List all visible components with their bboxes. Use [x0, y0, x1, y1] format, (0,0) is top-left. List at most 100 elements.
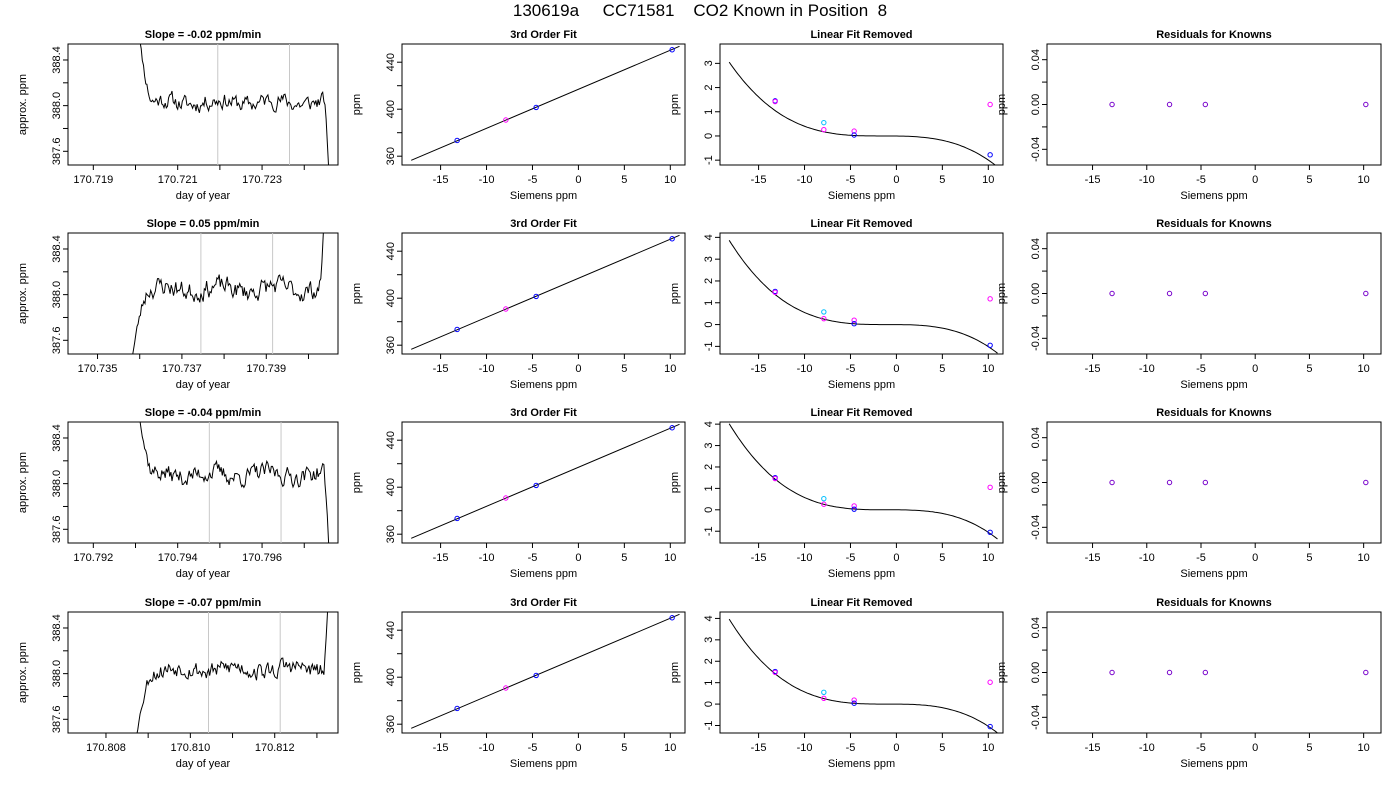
x-tick-label: -10	[1139, 742, 1155, 754]
x-tick-label: -10	[1139, 363, 1155, 375]
plot-frame	[67, 232, 339, 355]
x-tick-label: 5	[939, 742, 945, 754]
chart-panel-1-1: 3rd Order Fit -15 -10 -5 0 5 10 360 400 440 Siemen…	[351, 218, 686, 391]
y-axis-label: ppm	[996, 662, 1008, 683]
data-point	[851, 128, 857, 134]
x-tick-label: 170.723	[242, 174, 282, 186]
x-tick-label: -15	[433, 363, 449, 375]
plot-area	[132, 233, 324, 354]
x-tick-label: 170.812	[255, 742, 295, 754]
x-tick-label: -10	[797, 174, 813, 186]
x-tick-label: 0	[575, 552, 581, 564]
x-tick-label: 5	[1306, 742, 1312, 754]
x-tick-label: 0	[575, 742, 581, 754]
x-tick-label: 170.719	[73, 174, 113, 186]
y-tick-label: -1	[703, 155, 715, 165]
cubic-fit-curve	[728, 61, 996, 165]
x-tick-label: -15	[1085, 552, 1101, 564]
y-tick-label: 400	[385, 289, 397, 307]
y-tick-label: 0.00	[1030, 472, 1042, 493]
plot-frame	[719, 421, 1004, 544]
x-axis-label: Siemens ppm	[510, 568, 577, 580]
y-tick-label: 388.4	[51, 614, 63, 642]
data-point	[851, 503, 857, 509]
x-tick-label: 10	[982, 363, 994, 375]
x-tick-label: 170.810	[170, 742, 210, 754]
x-tick-label: 10	[664, 363, 676, 375]
plot-frame	[719, 43, 1004, 166]
y-tick-label: 2	[703, 84, 715, 90]
data-point	[669, 47, 675, 53]
data-point	[851, 697, 857, 703]
y-axis-label: ppm	[351, 472, 363, 493]
y-tick-label: 0	[703, 133, 715, 139]
data-point	[1109, 669, 1115, 676]
plot-area	[728, 618, 998, 733]
chart-panel-2-1: 3rd Order Fit -15 -10 -5 0 5 10 360 400 440 Siemen…	[351, 407, 686, 580]
x-tick-label: -5	[1196, 552, 1206, 564]
x-axis-label: Siemens ppm	[510, 758, 577, 770]
data-point	[821, 689, 827, 696]
y-tick-label: 400	[385, 100, 397, 118]
y-tick-label: 388.0	[51, 281, 63, 309]
y-tick-label: 440	[385, 621, 397, 639]
data-point	[772, 475, 778, 482]
y-tick-label: 2	[703, 278, 715, 284]
plot-area	[728, 61, 996, 165]
cubic-fit-curve	[728, 618, 998, 733]
x-tick-label: -15	[1085, 742, 1101, 754]
chart-title: Residuals for Knowns	[1156, 597, 1272, 609]
data-point	[533, 482, 539, 489]
y-axis-label: approx. ppm	[17, 263, 29, 324]
y-tick-label: 387.6	[51, 706, 63, 734]
x-tick-label: 5	[1306, 174, 1312, 186]
x-tick-label: -10	[1139, 552, 1155, 564]
x-axis-label: Siemens ppm	[828, 190, 895, 202]
x-tick-label: 5	[939, 363, 945, 375]
y-tick-label: 360	[385, 336, 397, 354]
data-point	[821, 695, 827, 702]
x-tick-label: -5	[1196, 742, 1206, 754]
x-tick-label: 10	[1358, 742, 1370, 754]
plot-frame	[719, 611, 1004, 734]
data-point	[1109, 101, 1115, 108]
chart-panel-2-2: Linear Fit Removed-15 -10 -5 0 5 10-101234Sie…	[669, 407, 1004, 580]
x-tick-label: 0	[1252, 174, 1258, 186]
x-tick-label: -5	[528, 552, 538, 564]
y-tick-label: -1	[703, 721, 715, 731]
x-tick-label: 10	[664, 742, 676, 754]
chart-panel-0-3: Residuals for Knowns -15 -10 -5 0 5 10 -0.04 0.0…	[996, 29, 1382, 202]
x-tick-label: 5	[621, 552, 627, 564]
chart-panel-0-2: Linear Fit Removed-15 -10 -5 0 5 10-10123Siem…	[669, 29, 1004, 202]
x-tick-label: 5	[939, 174, 945, 186]
x-axis-label: day of year	[176, 379, 231, 391]
data-point	[821, 126, 827, 133]
x-tick-label: -5	[846, 363, 856, 375]
y-tick-label: 388.0	[51, 92, 63, 120]
x-tick-label: -5	[528, 174, 538, 186]
x-tick-label: -5	[528, 363, 538, 375]
data-point	[987, 296, 993, 302]
x-tick-label: -15	[751, 742, 767, 754]
x-tick-label: -15	[1085, 363, 1101, 375]
y-tick-label: 1	[703, 680, 715, 686]
data-point	[533, 293, 539, 300]
cubic-fit-curve	[728, 423, 998, 540]
chart-title: Residuals for Knowns	[1156, 29, 1272, 41]
x-tick-label: 5	[621, 174, 627, 186]
x-tick-label: 0	[893, 174, 899, 186]
chart-panel-1-2: Linear Fit Removed-15 -10 -5 0 5 10-101234Sie…	[669, 218, 1004, 391]
data-point	[987, 342, 993, 348]
data-point	[1202, 479, 1209, 486]
fit-line	[410, 234, 680, 350]
data-point	[1166, 290, 1173, 297]
y-tick-label: -0.04	[1030, 515, 1042, 540]
x-tick-label: 170.739	[246, 363, 286, 375]
data-point	[1202, 669, 1209, 676]
y-tick-label: 387.6	[51, 516, 63, 544]
chart-title: Linear Fit Removed	[810, 597, 912, 609]
data-point	[454, 515, 460, 522]
data-point	[503, 685, 509, 691]
chart-panel-3-0: Slope = -0.07 ppm/min 170.808 170.810 170.8…	[17, 597, 339, 770]
